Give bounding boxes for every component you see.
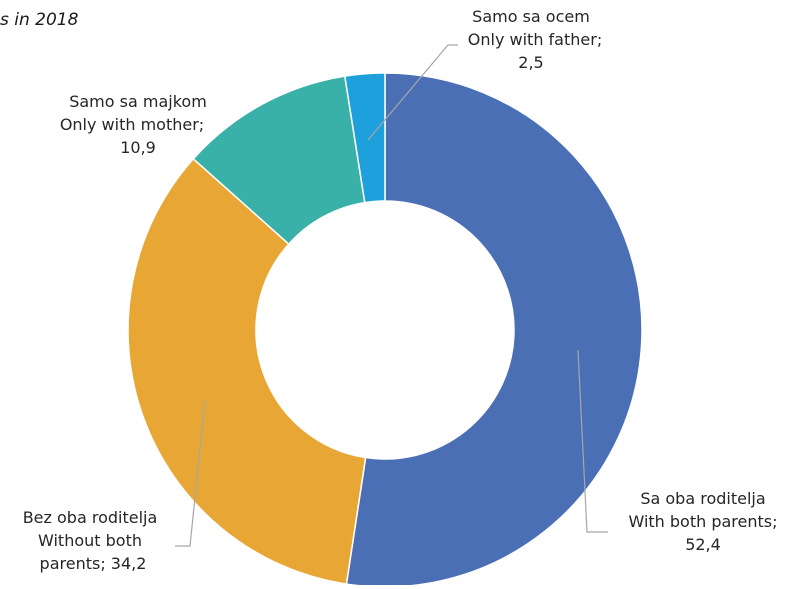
slice-label-3-line-2: Only with mother; bbox=[60, 115, 204, 134]
slice-label-2-line-2: Without both bbox=[38, 531, 142, 550]
slice-2 bbox=[127, 157, 367, 585]
slice-label-4-line-1: Samo sa ocem bbox=[472, 7, 590, 26]
leader-line-4 bbox=[367, 44, 458, 141]
slice-4 bbox=[343, 72, 386, 204]
slice-label-3-line-1: Samo sa majkom bbox=[69, 92, 207, 111]
leader-line-1 bbox=[577, 349, 608, 533]
slice-label-1-line-1: Sa oba roditelja bbox=[640, 489, 765, 508]
slice-label-2-line-1: Bez oba roditelja bbox=[23, 508, 158, 527]
chart-subtitle: s in 2018 bbox=[0, 10, 79, 30]
slice-label-4-line-3: 2,5 bbox=[518, 53, 543, 72]
slice-label-4-line-2: Only with father; bbox=[468, 30, 602, 49]
slice-label-1-line-2: With both parents; bbox=[628, 512, 777, 531]
slice-label-1-line-3: 52,4 bbox=[685, 535, 721, 554]
slice-1 bbox=[345, 72, 643, 588]
leader-line-2 bbox=[175, 399, 206, 547]
slice-label-2-line-3: parents; 34,2 bbox=[40, 554, 147, 573]
slice-label-3-line-3: 10,9 bbox=[120, 138, 156, 157]
